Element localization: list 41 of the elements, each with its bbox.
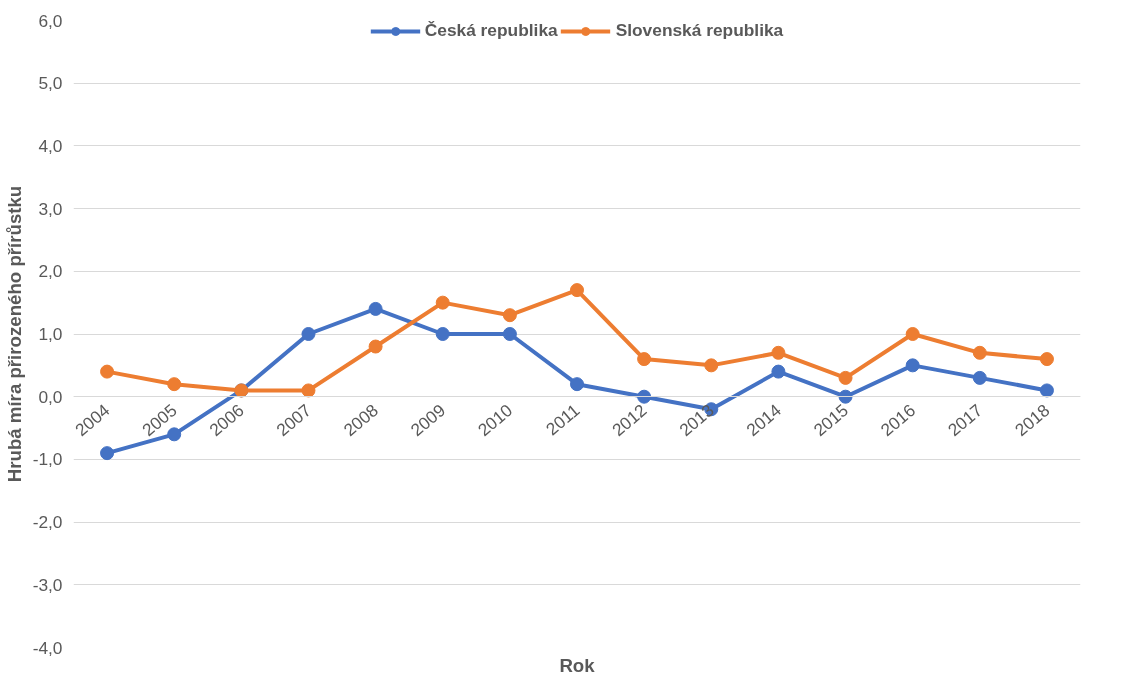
y-tick-label: 3,0: [38, 198, 63, 219]
point: [502, 327, 517, 341]
y-tick-label: -2,0: [32, 512, 63, 533]
y-tick-label: 2,0: [38, 261, 63, 282]
point: [637, 389, 652, 404]
y-tick-label: 0,0: [38, 386, 63, 407]
y-tick-label: -1,0: [32, 449, 63, 470]
point: [771, 345, 786, 360]
y-axis-title: Hrubá míra přirozeného přírůstku: [3, 185, 25, 483]
point: [435, 327, 450, 341]
point: [435, 295, 450, 310]
point: [637, 352, 652, 367]
point: [972, 345, 987, 360]
point: [502, 308, 517, 323]
y-tick-label: -4,0: [32, 637, 63, 658]
x-axis-title: Rok: [559, 654, 596, 676]
point: [100, 364, 115, 379]
point: [1039, 383, 1054, 398]
y-tick-label: 5,0: [38, 73, 63, 94]
legend-label: Česká republika: [424, 20, 558, 41]
point: [704, 358, 719, 373]
point: [771, 364, 786, 379]
point: [570, 377, 584, 392]
point: [570, 283, 584, 298]
point: [167, 377, 182, 392]
y-tick-label: -3,0: [32, 574, 63, 595]
y-tick-label: 4,0: [38, 135, 63, 156]
legend-label: Slovenská republika: [615, 20, 784, 41]
point: [1039, 352, 1054, 367]
point: [301, 383, 316, 398]
point: [972, 370, 987, 385]
point: [838, 370, 853, 385]
point: [905, 358, 920, 373]
point: [838, 389, 853, 404]
point: [368, 301, 383, 316]
point: [368, 339, 383, 354]
point: [301, 327, 316, 341]
y-tick-label: 1,0: [38, 324, 63, 344]
point: [100, 446, 115, 461]
point: [905, 327, 920, 341]
y-tick-label: 6,0: [38, 10, 63, 31]
